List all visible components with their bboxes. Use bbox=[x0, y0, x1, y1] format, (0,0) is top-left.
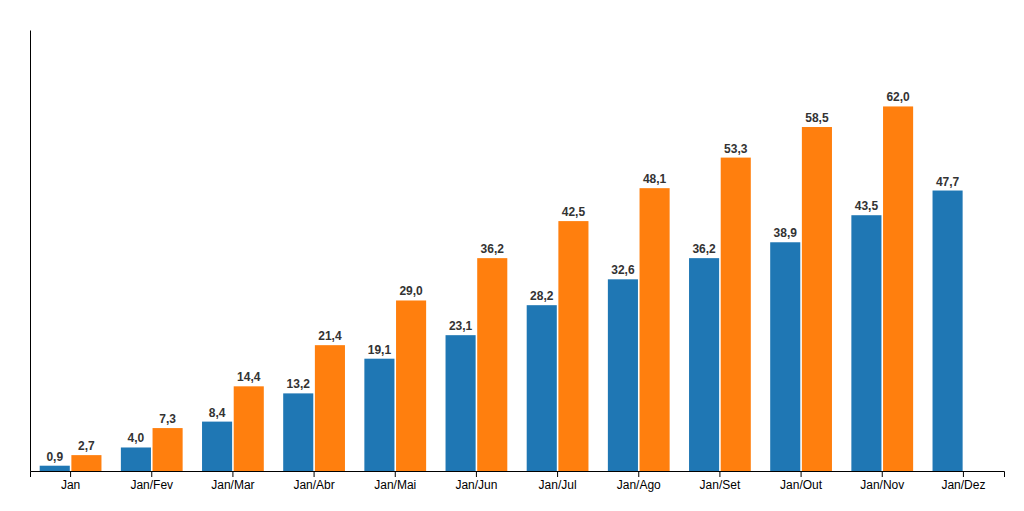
x-tick-mark bbox=[314, 471, 315, 477]
x-tick: Jan/Nov bbox=[860, 471, 904, 492]
x-tick: Jan/Jun bbox=[455, 471, 497, 492]
x-tick-mark bbox=[882, 471, 883, 477]
x-tick: Jan/Set bbox=[700, 471, 741, 492]
bar bbox=[364, 359, 394, 471]
x-tick: Jan/Fev bbox=[130, 471, 173, 492]
data-label: 21,4 bbox=[318, 329, 342, 343]
data-label: 47,7 bbox=[936, 175, 960, 189]
x-tick-mark bbox=[963, 471, 964, 477]
data-label: 23,1 bbox=[449, 319, 473, 333]
x-tick-label: Jan/Ago bbox=[617, 478, 661, 492]
bar bbox=[283, 393, 313, 471]
bar bbox=[477, 258, 507, 471]
data-label: 43,5 bbox=[855, 199, 879, 213]
y-axis-line bbox=[30, 31, 31, 472]
data-label: 48,1 bbox=[643, 172, 667, 186]
x-tick-mark bbox=[557, 471, 558, 477]
bars bbox=[40, 106, 963, 471]
data-label: 32,6 bbox=[611, 263, 635, 277]
data-label: 28,2 bbox=[530, 289, 554, 303]
data-label: 29,0 bbox=[399, 284, 423, 298]
bar bbox=[689, 258, 719, 471]
bar-series bbox=[71, 106, 913, 471]
bar bbox=[234, 386, 264, 471]
bar bbox=[640, 188, 670, 471]
bar bbox=[802, 127, 832, 471]
bar bbox=[71, 455, 101, 471]
bar bbox=[964, 471, 994, 472]
x-axis: Jan Jan/Fev Jan/Mar Jan/Abr Jan/Mai Jan/Jun Ja… bbox=[31, 471, 1005, 492]
x-tick-label: Jan/Jul bbox=[539, 478, 577, 492]
x-tick: Jan/Dez bbox=[941, 471, 985, 492]
data-label: 36,2 bbox=[692, 242, 716, 256]
bar bbox=[446, 335, 476, 471]
x-tick: Jan bbox=[61, 471, 80, 492]
bar bbox=[40, 466, 70, 471]
data-label: 4,0 bbox=[128, 431, 145, 445]
bar bbox=[933, 191, 963, 471]
bar bbox=[396, 300, 426, 471]
x-tick: Jan/Abr bbox=[293, 471, 334, 492]
bar bbox=[527, 305, 557, 471]
data-label: 62,0 bbox=[886, 90, 910, 104]
x-tick-label: Jan/Mai bbox=[374, 478, 416, 492]
x-tick-mark bbox=[70, 471, 71, 477]
x-tick-label: Jan/Nov bbox=[860, 478, 904, 492]
x-tick-mark bbox=[232, 471, 233, 477]
x-tick-label: Jan/Abr bbox=[293, 478, 334, 492]
bar bbox=[558, 221, 588, 471]
bar bbox=[315, 345, 345, 471]
x-tick-mark bbox=[476, 471, 477, 477]
data-label: 42,5 bbox=[562, 205, 586, 219]
bar bbox=[608, 279, 638, 471]
bar bbox=[851, 215, 881, 471]
x-tick-label: Jan/Set bbox=[700, 478, 741, 492]
bar bbox=[721, 158, 751, 471]
bar bbox=[121, 447, 151, 471]
x-tick-mark bbox=[395, 471, 396, 477]
data-label: 53,3 bbox=[724, 142, 748, 156]
bar bbox=[770, 242, 800, 471]
x-tick-label: Jan/Fev bbox=[130, 478, 173, 492]
data-label: 58,5 bbox=[805, 111, 829, 125]
x-tick-label: Jan/Jun bbox=[455, 478, 497, 492]
x-tick: Jan/Ago bbox=[617, 471, 661, 492]
data-label: 14,4 bbox=[237, 370, 261, 384]
data-label: 38,9 bbox=[774, 226, 798, 240]
data-label: 2,7 bbox=[78, 439, 95, 453]
data-labels: 0,9 4,0 8,4 13,2 19,1 23,1 28,2 32,6 36,2 38,9 43,… bbox=[46, 90, 959, 463]
bar bbox=[153, 428, 183, 471]
x-tick: Jan/Mai bbox=[374, 471, 416, 492]
x-tick-mark bbox=[638, 471, 639, 477]
x-tick: Jan/Out bbox=[780, 471, 823, 492]
x-tick-mark bbox=[151, 471, 152, 477]
data-label: 0,9 bbox=[46, 450, 63, 464]
x-tick-mark bbox=[719, 471, 720, 477]
x-tick-label: Jan/Dez bbox=[941, 478, 985, 492]
data-label: 8,4 bbox=[209, 406, 226, 420]
x-tick-label: Jan/Out bbox=[780, 478, 823, 492]
x-tick-label: Jan/Mar bbox=[211, 478, 254, 492]
bar bbox=[202, 422, 232, 471]
data-label: 19,1 bbox=[368, 343, 392, 357]
bar bbox=[883, 106, 913, 471]
data-label: 7,3 bbox=[159, 412, 176, 426]
x-axis-line bbox=[31, 472, 1005, 478]
data-label: 13,2 bbox=[287, 377, 311, 391]
chart: Jan Jan/Fev Jan/Mar Jan/Abr Jan/Mai Jan/Jun Ja… bbox=[0, 0, 1024, 511]
x-tick-label: Jan bbox=[61, 478, 80, 492]
x-tick: Jan/Jul bbox=[539, 471, 577, 492]
data-label: 36,2 bbox=[481, 242, 505, 256]
x-tick: Jan/Mar bbox=[211, 471, 254, 492]
plot: Jan Jan/Fev Jan/Mar Jan/Abr Jan/Mai Jan/Jun Ja… bbox=[31, 31, 1005, 492]
x-tick-mark bbox=[801, 471, 802, 477]
y-axis bbox=[30, 31, 31, 472]
